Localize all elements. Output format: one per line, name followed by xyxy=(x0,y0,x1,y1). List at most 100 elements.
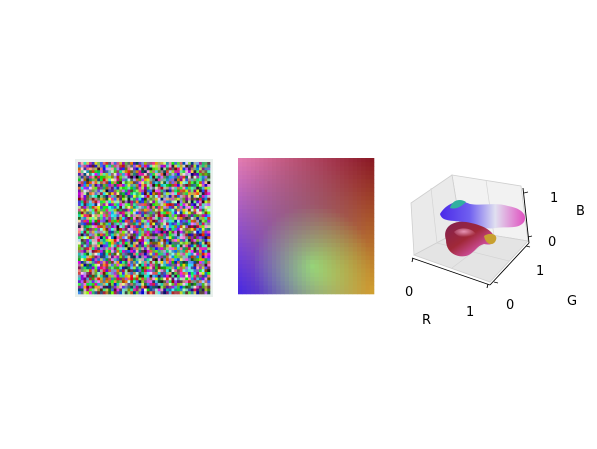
pixel-cell xyxy=(113,250,117,254)
pixel-cell xyxy=(141,173,145,177)
gradient-cell xyxy=(340,162,345,167)
pixel-cell xyxy=(149,167,153,171)
pixel-cell xyxy=(201,222,205,226)
pixel-cell xyxy=(185,283,189,287)
gradient-cell xyxy=(293,209,298,214)
pixel-cell xyxy=(146,255,150,259)
pixel-cell xyxy=(124,272,128,276)
pixel-cell xyxy=(133,263,137,267)
pixel-cell xyxy=(193,230,197,234)
gradient-cell xyxy=(344,226,349,231)
pixel-cell xyxy=(122,162,126,166)
pixel-cell xyxy=(105,266,109,270)
pixel-cell xyxy=(160,228,164,232)
gradient-cell xyxy=(301,260,307,265)
pixel-cell xyxy=(94,288,98,292)
gradient-cell xyxy=(293,213,298,218)
pixel-cell xyxy=(91,280,95,284)
gradient-cell xyxy=(276,187,281,193)
pixel-cell xyxy=(179,162,183,166)
pixel-cell xyxy=(201,189,205,193)
pixel-cell xyxy=(97,266,101,270)
pixel-cell xyxy=(138,225,142,229)
gradient-cell xyxy=(250,234,256,240)
pixel-cell xyxy=(204,258,208,262)
gradient-cell xyxy=(289,272,294,278)
pixel-cell xyxy=(207,214,211,218)
pixel-cell xyxy=(182,280,186,284)
pixel-cell xyxy=(83,162,87,166)
gradient-cell xyxy=(352,238,358,244)
pixel-cell xyxy=(160,186,164,190)
pixel-cell xyxy=(97,228,101,232)
pixel-cell xyxy=(168,167,172,171)
gradient-cell xyxy=(280,158,286,163)
pixel-cell xyxy=(116,173,120,177)
gradient-cell xyxy=(255,175,260,180)
pixel-cell xyxy=(149,283,153,287)
gradient-cell xyxy=(238,251,243,257)
gradient-cell xyxy=(352,192,358,197)
pixel-cell xyxy=(166,222,170,226)
pixel-cell xyxy=(105,291,109,295)
pixel-cell xyxy=(185,244,189,248)
pixel-cell xyxy=(102,208,106,212)
pixel-cell xyxy=(105,258,109,262)
pixel-cell xyxy=(122,261,126,265)
pixel-cell xyxy=(122,280,126,284)
pixel-cell xyxy=(138,244,142,248)
pixel-cell xyxy=(190,184,194,188)
pixel-cell xyxy=(83,250,87,254)
pixel-cell xyxy=(102,283,106,287)
pixel-cell xyxy=(119,269,123,273)
gradient-cell xyxy=(250,204,256,210)
pixel-cell xyxy=(97,175,101,179)
pixel-cell xyxy=(102,252,106,256)
gradient-cell xyxy=(238,217,243,223)
pixel-cell xyxy=(119,197,123,201)
pixel-cell xyxy=(188,288,192,292)
gradient-cell xyxy=(297,200,303,206)
pixel-cell xyxy=(89,285,93,289)
pixel-cell xyxy=(94,261,98,265)
pixel-cell xyxy=(179,250,183,254)
gradient-cell xyxy=(272,196,277,201)
pixel-cell xyxy=(135,263,139,267)
pixel-cell xyxy=(91,186,95,190)
gradient-cell xyxy=(327,179,332,184)
pixel-cell xyxy=(177,219,181,223)
gradient-cell xyxy=(306,217,311,223)
gradient-cell xyxy=(276,281,281,286)
pixel-cell xyxy=(196,236,200,240)
pixel-cell xyxy=(168,203,172,207)
gradient-cell xyxy=(310,217,315,223)
pixel-cell xyxy=(116,208,120,212)
pixel-cell xyxy=(122,197,126,201)
gradient-cell xyxy=(259,179,264,184)
gradient-cell xyxy=(276,158,281,163)
gradient-cell xyxy=(259,289,264,295)
pixel-cell xyxy=(108,203,112,207)
pixel-cell xyxy=(177,175,181,179)
pixel-cell xyxy=(146,178,150,182)
pixel-cell xyxy=(196,192,200,196)
gradient-cell xyxy=(280,260,286,265)
pixel-cell xyxy=(204,206,208,210)
pixel-cell xyxy=(182,272,186,276)
pixel-cell xyxy=(190,181,194,185)
gradient-cell xyxy=(255,192,260,197)
pixel-cell xyxy=(102,170,106,174)
pixel-cell xyxy=(113,261,117,265)
gradient-cell xyxy=(272,209,277,214)
pixel-cell xyxy=(146,195,150,199)
gradient-cell xyxy=(276,289,281,295)
gradient-cell xyxy=(318,255,324,261)
pixel-cell xyxy=(160,244,164,248)
pixel-cell xyxy=(146,208,150,212)
pixel-cell xyxy=(177,258,181,262)
pixel-cell xyxy=(166,269,170,273)
gradient-cell xyxy=(242,289,247,295)
pixel-cell xyxy=(196,283,200,287)
gradient-cell xyxy=(263,238,269,244)
pixel-cell xyxy=(201,206,205,210)
